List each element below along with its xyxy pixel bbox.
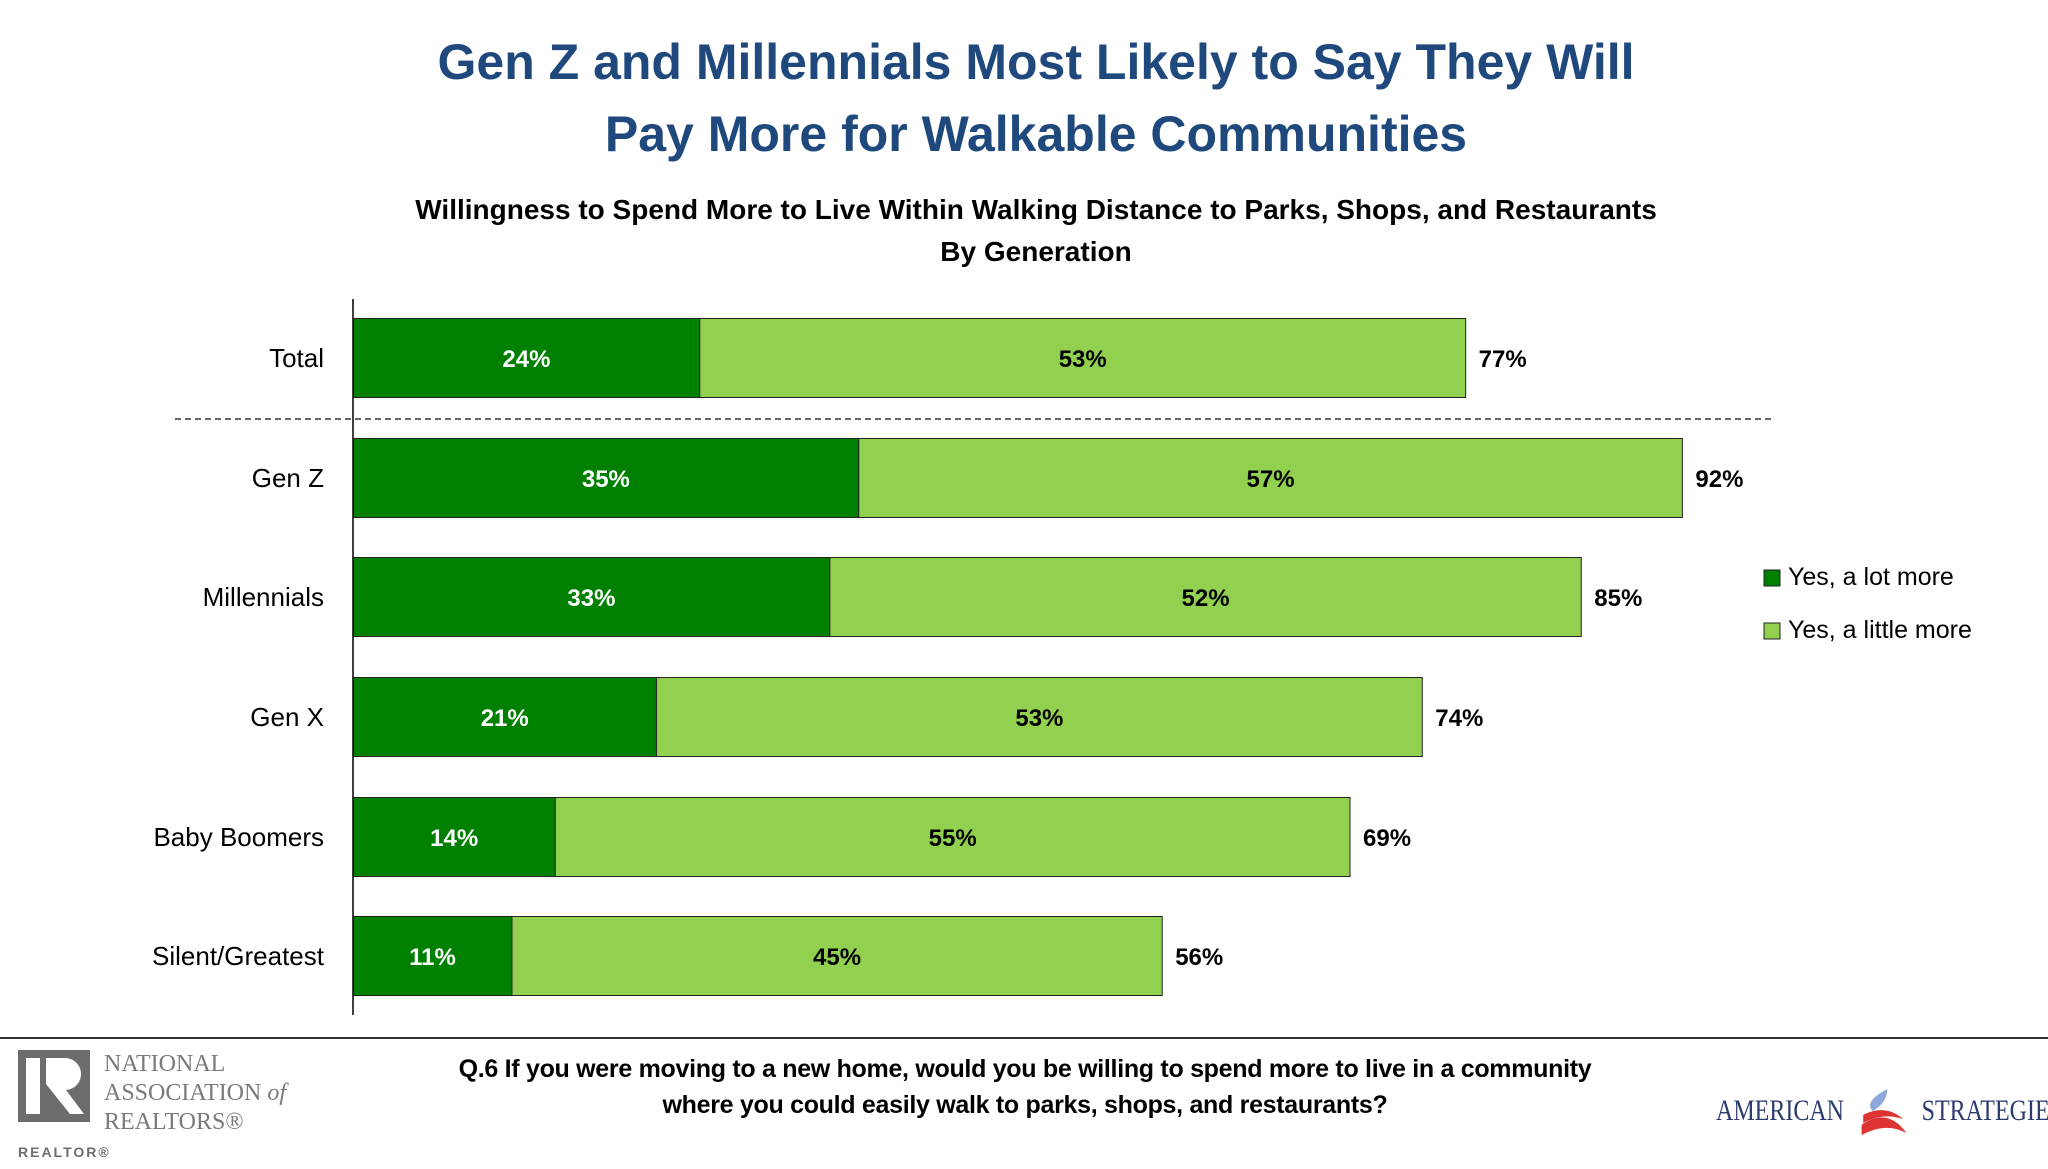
bar-segment (699, 318, 1467, 398)
data-label: 11% (409, 944, 456, 971)
as-strategies: STRATEGIES (1921, 1093, 2048, 1127)
bar-segment (352, 797, 556, 877)
chart-title: Willingness to Spend More to Live Within… (415, 194, 1657, 225)
total-label: 77% (1479, 346, 1527, 373)
bar-segment (352, 557, 831, 637)
category-label: Total (269, 343, 324, 373)
bar-segment (655, 677, 1423, 757)
legend-swatch (1763, 569, 1781, 587)
total-label: 74% (1435, 705, 1483, 732)
data-label: 21% (481, 705, 529, 732)
nar-line-3: REALTORS® (104, 1109, 244, 1135)
bar-segment (511, 916, 1163, 996)
nar-of: of (267, 1080, 287, 1106)
legend-label: Yes, a lot more (1788, 563, 1954, 591)
bar-segment (352, 677, 657, 757)
chart-subtitle: By Generation (940, 236, 1132, 267)
bar-segment (352, 916, 513, 996)
category-label: Gen Z (252, 463, 324, 493)
category-label: Gen X (250, 702, 324, 732)
american-strategies-logo: AMERICAN STRATEGIES (1716, 1085, 2048, 1141)
bar-segment (829, 557, 1582, 637)
as-american: AMERICAN (1716, 1093, 1845, 1127)
data-label: 24% (502, 346, 550, 373)
data-label: 33% (567, 585, 615, 612)
bar-segment (352, 438, 860, 518)
nar-realtor-mark: REALTOR® (18, 1144, 111, 1160)
question-line-2: where you could easily walk to parks, sh… (662, 1091, 1388, 1119)
nar-line-1: NATIONAL (104, 1051, 226, 1077)
footer-divider (0, 1037, 2048, 1039)
data-label: 52% (1182, 585, 1230, 612)
title-line-2: Pay More for Walkable Communities (604, 106, 1468, 162)
data-label: 53% (1059, 346, 1107, 373)
category-label: Baby Boomers (153, 822, 324, 852)
flag-swoosh-icon (1861, 1089, 1907, 1135)
total-label: 92% (1695, 466, 1743, 493)
category-label: Silent/Greatest (152, 941, 325, 971)
realtor-r-icon (18, 1050, 90, 1122)
total-label: 85% (1594, 585, 1642, 612)
bar-chart: Total 24% 53% 77% Gen Z 35% 57% 92% Millennials 3… (152, 299, 1972, 1015)
question-line-1: Q.6 If you were moving to a new home, wo… (458, 1055, 1592, 1083)
total-label: 56% (1175, 944, 1223, 971)
nar-line-2: ASSOCIATION (104, 1080, 262, 1106)
data-label: 53% (1015, 705, 1063, 732)
title-line-1: Gen Z and Millennials Most Likely to Say… (437, 34, 1635, 90)
bar-segment (554, 797, 1351, 877)
legend-label: Yes, a little more (1788, 616, 1972, 644)
data-label: 55% (929, 825, 977, 852)
bar-segment (352, 318, 701, 398)
bar-segment (858, 438, 1683, 518)
category-label: Millennials (203, 582, 324, 612)
data-label: 14% (430, 825, 478, 852)
data-label: 35% (582, 466, 630, 493)
total-label: 69% (1363, 825, 1411, 852)
legend-swatch (1763, 622, 1781, 640)
data-label: 45% (813, 944, 861, 971)
data-label: 57% (1247, 466, 1295, 493)
